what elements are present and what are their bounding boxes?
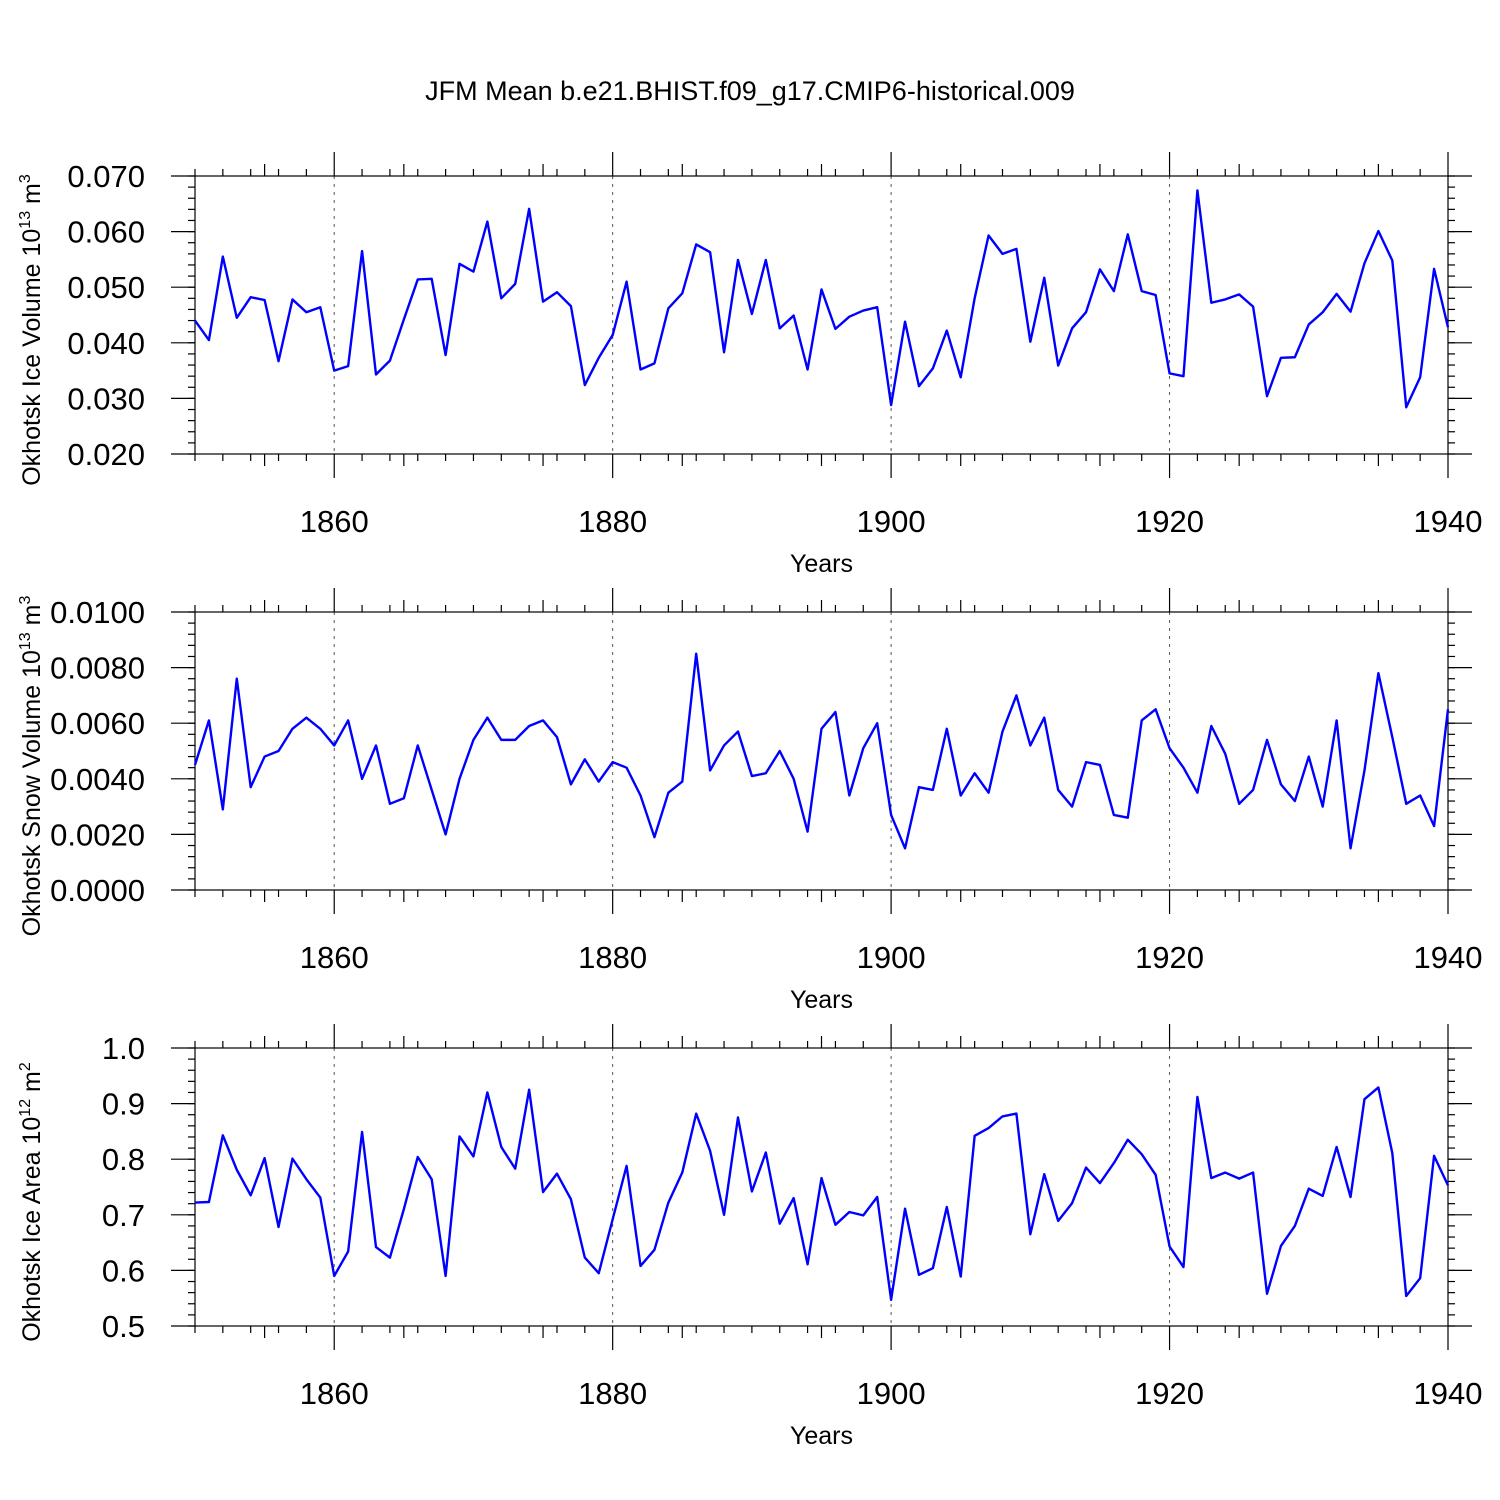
x-tick-label: 1900 <box>857 940 926 975</box>
y-axis-label: Okhotsk Ice Volume 1013 m3 <box>17 174 46 486</box>
x-axis-label: Years <box>790 550 853 578</box>
y-axis-label-text: Okhotsk Ice Area 10 <box>18 1117 46 1342</box>
y-axis-label: Okhotsk Ice Area 1012 m2 <box>17 1062 46 1342</box>
x-axis-label: Years <box>790 1422 853 1450</box>
y-tick-label: 0.8 <box>102 1142 145 1177</box>
y-tick-label: 0.020 <box>67 437 145 472</box>
figure-title: JFM Mean b.e21.BHIST.f09_g17.CMIP6-histo… <box>425 76 1075 106</box>
y-axis-label-superscript: 12 <box>17 1099 34 1117</box>
y-tick-label: 0.070 <box>67 159 145 194</box>
y-axis-label-text: Okhotsk Ice Volume 10 <box>18 229 46 486</box>
y-tick-label: 0.0020 <box>50 817 145 852</box>
y-tick-label: 0.030 <box>67 381 145 416</box>
x-tick-label: 1920 <box>1135 1376 1204 1411</box>
y-tick-label: 0.6 <box>102 1253 145 1288</box>
y-axis-label-text: m <box>18 605 46 633</box>
y-tick-label: 0.9 <box>102 1087 145 1122</box>
x-tick-label: 1920 <box>1135 504 1204 539</box>
y-tick-label: 0.0000 <box>50 873 145 908</box>
x-tick-label: 1900 <box>857 504 926 539</box>
y-axis-label-text: m <box>18 1071 46 1099</box>
y-tick-label: 0.7 <box>102 1198 145 1233</box>
y-axis-label-superscript: 3 <box>17 596 34 605</box>
y-tick-label: 0.0040 <box>50 762 145 797</box>
x-tick-label: 1900 <box>857 1376 926 1411</box>
y-tick-label: 0.0080 <box>50 651 145 686</box>
chart-panel-3: 0.5 0.6 0.7 0.8 0.9 1.0 1860 1880 1900 1920 1940 Ye… <box>17 1024 1482 1450</box>
x-tick-label: 1880 <box>578 940 647 975</box>
chart-panel-1: 0.020 0.030 0.040 0.050 0.060 0.070 1860 1880 19… <box>17 152 1482 578</box>
y-tick-label: 0.5 <box>102 1309 145 1344</box>
y-tick-label: 0.040 <box>67 326 145 361</box>
x-tick-label: 1940 <box>1414 940 1483 975</box>
y-tick-label: 0.0060 <box>50 706 145 741</box>
x-axis-label: Years <box>790 986 853 1014</box>
y-axis-label-text: Okhotsk Snow Volume 10 <box>18 650 46 936</box>
y-axis-label-text: m <box>18 183 46 211</box>
x-tick-label: 1940 <box>1414 1376 1483 1411</box>
y-axis-label-superscript: 13 <box>17 211 34 229</box>
y-axis-label-superscript: 2 <box>17 1062 34 1071</box>
y-axis-label-superscript: 3 <box>17 174 34 183</box>
y-tick-label: 1.0 <box>102 1031 145 1066</box>
x-tick-label: 1920 <box>1135 940 1204 975</box>
x-tick-label: 1940 <box>1414 504 1483 539</box>
y-tick-label: 0.050 <box>67 270 145 305</box>
x-tick-label: 1860 <box>300 940 369 975</box>
chart-panel-2: 0.0000 0.0020 0.0040 0.0060 0.0080 0.0100 1860… <box>17 588 1482 1014</box>
y-tick-label: 0.060 <box>67 215 145 250</box>
y-axis-label-superscript: 13 <box>17 632 34 650</box>
x-tick-label: 1880 <box>578 504 647 539</box>
x-tick-label: 1860 <box>300 1376 369 1411</box>
y-axis-label: Okhotsk Snow Volume 1013 m3 <box>17 596 46 937</box>
x-tick-label: 1860 <box>300 504 369 539</box>
x-tick-label: 1880 <box>578 1376 647 1411</box>
y-tick-label: 0.0100 <box>50 595 145 630</box>
